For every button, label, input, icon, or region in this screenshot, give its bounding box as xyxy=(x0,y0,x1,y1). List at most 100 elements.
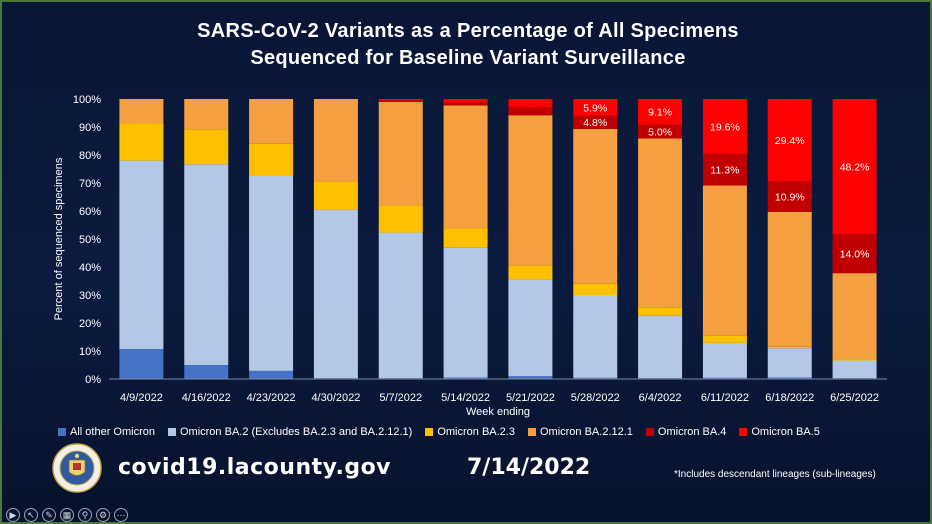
legend-item: Omicron BA.2 (Excludes BA.2.3 and BA.2.1… xyxy=(167,426,413,438)
legend-swatch xyxy=(739,428,748,436)
bar-segment xyxy=(573,128,618,284)
options-icon[interactable]: ⚙ xyxy=(96,508,110,522)
bar-segment xyxy=(832,233,877,274)
play-icon[interactable]: ▶ xyxy=(6,508,20,522)
bar-segment xyxy=(832,359,877,361)
legend-item: Omicron BA.2.12.1 xyxy=(527,426,633,438)
x-axis-label: Week ending xyxy=(466,406,530,418)
bar-segment xyxy=(378,232,423,379)
data-label: 5.9% xyxy=(583,102,607,114)
legend-item: Omicron BA.5 xyxy=(739,426,820,438)
y-axis-label: Percent of sequenced specimens xyxy=(53,157,65,320)
bar-segment xyxy=(119,349,164,379)
bar-segment xyxy=(702,99,747,154)
bar-segment xyxy=(573,99,618,116)
legend-item: Omicron BA.2.3 xyxy=(425,426,515,438)
presentation-toolbar: ▶ ↖ ✎ ▦ ⚲ ⚙ ⋯ xyxy=(6,506,132,522)
pen-icon[interactable]: ✎ xyxy=(42,508,56,522)
bar-segment xyxy=(378,100,423,102)
bar-segment xyxy=(508,376,553,379)
bar-segment xyxy=(702,335,747,343)
y-tick-label: 10% xyxy=(79,346,101,358)
bar-segment xyxy=(249,176,294,371)
bar-segment xyxy=(702,153,747,186)
bar-segment xyxy=(573,115,618,129)
footer-date: 7/14/2022 xyxy=(467,455,591,480)
data-label: 14.0% xyxy=(840,249,870,261)
x-tick-label: 5/14/2022 xyxy=(441,392,490,404)
legend-label: Omicron BA.2.12.1 xyxy=(539,426,633,438)
legend-label: Omicron BA.5 xyxy=(751,426,820,438)
la-county-seal-icon xyxy=(52,443,102,493)
bar-segment xyxy=(184,129,229,165)
x-tick-label: 4/23/2022 xyxy=(247,392,296,404)
bar-segment xyxy=(313,181,358,210)
bar-segment xyxy=(378,101,423,206)
legend-item: Omicron BA.4 xyxy=(645,426,726,438)
x-tick-label: 5/7/2022 xyxy=(379,392,422,404)
bar-segment xyxy=(119,99,164,124)
chart-title-line-2: Sequenced for Baseline Variant Surveilla… xyxy=(250,47,686,69)
bar-segment xyxy=(702,342,747,378)
chart-legend: All other Omicron Omicron BA.2 (Excludes … xyxy=(58,425,833,439)
y-tick-label: 50% xyxy=(79,234,101,246)
bar-segment xyxy=(573,295,618,378)
y-tick-label: 40% xyxy=(79,262,101,274)
bar-segment xyxy=(573,377,618,379)
bar-segment xyxy=(184,164,229,365)
bar-segment xyxy=(378,205,423,233)
bar-segment xyxy=(767,346,812,349)
y-tick-label: 0% xyxy=(85,374,101,386)
bar-segment xyxy=(443,247,488,378)
bar-segment xyxy=(443,102,488,106)
legend-item: All other Omicron xyxy=(58,426,155,438)
bar-segment xyxy=(767,99,812,182)
bar-segment xyxy=(313,209,358,379)
pointer-icon[interactable]: ↖ xyxy=(24,508,38,522)
slides-icon[interactable]: ▦ xyxy=(60,508,74,522)
legend-label: All other Omicron xyxy=(70,426,155,438)
zoom-icon[interactable]: ⚲ xyxy=(78,508,92,522)
legend-label: Omicron BA.2 (Excludes BA.2.3 and BA.2.1… xyxy=(179,426,413,438)
bar-segment xyxy=(508,107,553,116)
bar-segment xyxy=(378,99,423,101)
bar-segment xyxy=(702,377,747,379)
chart-title: SARS-CoV-2 Variants as a Percentage of A… xyxy=(2,18,930,72)
data-label: 5.0% xyxy=(648,126,672,138)
bar-segment xyxy=(832,273,877,360)
y-tick-label: 90% xyxy=(79,122,101,134)
bar-segment xyxy=(443,105,488,229)
bar-segment xyxy=(184,99,229,130)
more-icon[interactable]: ⋯ xyxy=(114,508,128,522)
y-tick-label: 70% xyxy=(79,178,101,190)
data-label: 29.4% xyxy=(775,135,805,147)
bar-segment xyxy=(184,365,229,379)
data-label: 19.6% xyxy=(710,121,740,133)
legend-swatch xyxy=(58,428,66,436)
bar-segment xyxy=(767,377,812,379)
x-tick-label: 4/9/2022 xyxy=(120,392,163,404)
bar-segment xyxy=(249,99,294,144)
footer-url: covid19.lacounty.gov xyxy=(118,455,392,480)
bar-segment xyxy=(638,307,683,316)
x-tick-label: 6/11/2022 xyxy=(701,392,749,404)
bar-segment xyxy=(313,99,358,182)
bar-segment xyxy=(767,211,812,347)
legend-swatch xyxy=(527,428,536,436)
x-tick-label: 4/30/2022 xyxy=(311,392,360,404)
y-tick-label: 60% xyxy=(79,206,101,218)
legend-label: Omicron BA.2.3 xyxy=(437,426,515,438)
data-label: 9.1% xyxy=(648,107,672,119)
chart-title-line-1: SARS-CoV-2 Variants as a Percentage of A… xyxy=(197,20,739,42)
bar-segment xyxy=(638,124,683,139)
bar-segment xyxy=(249,143,294,176)
bar-segment xyxy=(443,99,488,103)
x-tick-label: 5/21/2022 xyxy=(506,392,555,404)
legend-swatch xyxy=(167,428,176,436)
legend-swatch xyxy=(645,428,654,436)
legend-swatch xyxy=(425,428,434,436)
bar-segment xyxy=(508,99,553,108)
bar-segment xyxy=(119,160,164,350)
